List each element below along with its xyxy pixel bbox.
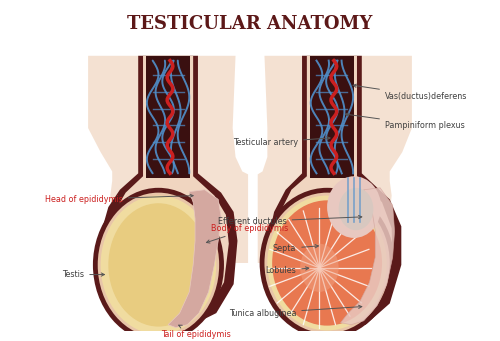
Ellipse shape: [272, 201, 382, 326]
Text: Tail of epididymis: Tail of epididymis: [162, 325, 231, 339]
Text: TESTICULAR ANATOMY: TESTICULAR ANATOMY: [128, 15, 372, 33]
Ellipse shape: [300, 244, 339, 292]
Ellipse shape: [100, 195, 216, 334]
Ellipse shape: [338, 188, 374, 230]
Ellipse shape: [264, 193, 390, 333]
Ellipse shape: [268, 195, 387, 330]
Ellipse shape: [93, 188, 224, 341]
Text: Testicular artery: Testicular artery: [233, 137, 330, 147]
Ellipse shape: [260, 188, 394, 338]
Polygon shape: [88, 56, 248, 263]
Text: Head of epididymis: Head of epididymis: [45, 194, 193, 204]
Polygon shape: [275, 56, 392, 325]
Polygon shape: [310, 56, 354, 178]
Text: Tunica albuginea: Tunica albuginea: [229, 305, 362, 317]
Polygon shape: [266, 56, 402, 330]
Polygon shape: [168, 190, 221, 328]
Text: Efferent ductules: Efferent ductules: [218, 216, 362, 226]
Polygon shape: [340, 188, 394, 325]
Text: Septa: Septa: [273, 244, 318, 253]
Text: Vas(ductus)deferens: Vas(ductus)deferens: [353, 84, 468, 101]
Ellipse shape: [327, 176, 381, 238]
Text: Testis: Testis: [62, 270, 104, 279]
Polygon shape: [146, 56, 190, 178]
Text: Body of epididymis: Body of epididymis: [206, 224, 288, 243]
Polygon shape: [98, 56, 237, 330]
Polygon shape: [258, 56, 412, 263]
Ellipse shape: [98, 193, 219, 337]
Text: Lobules: Lobules: [266, 266, 309, 275]
Polygon shape: [108, 56, 229, 325]
Text: Pampiniform plexus: Pampiniform plexus: [346, 113, 465, 130]
Ellipse shape: [108, 203, 208, 327]
